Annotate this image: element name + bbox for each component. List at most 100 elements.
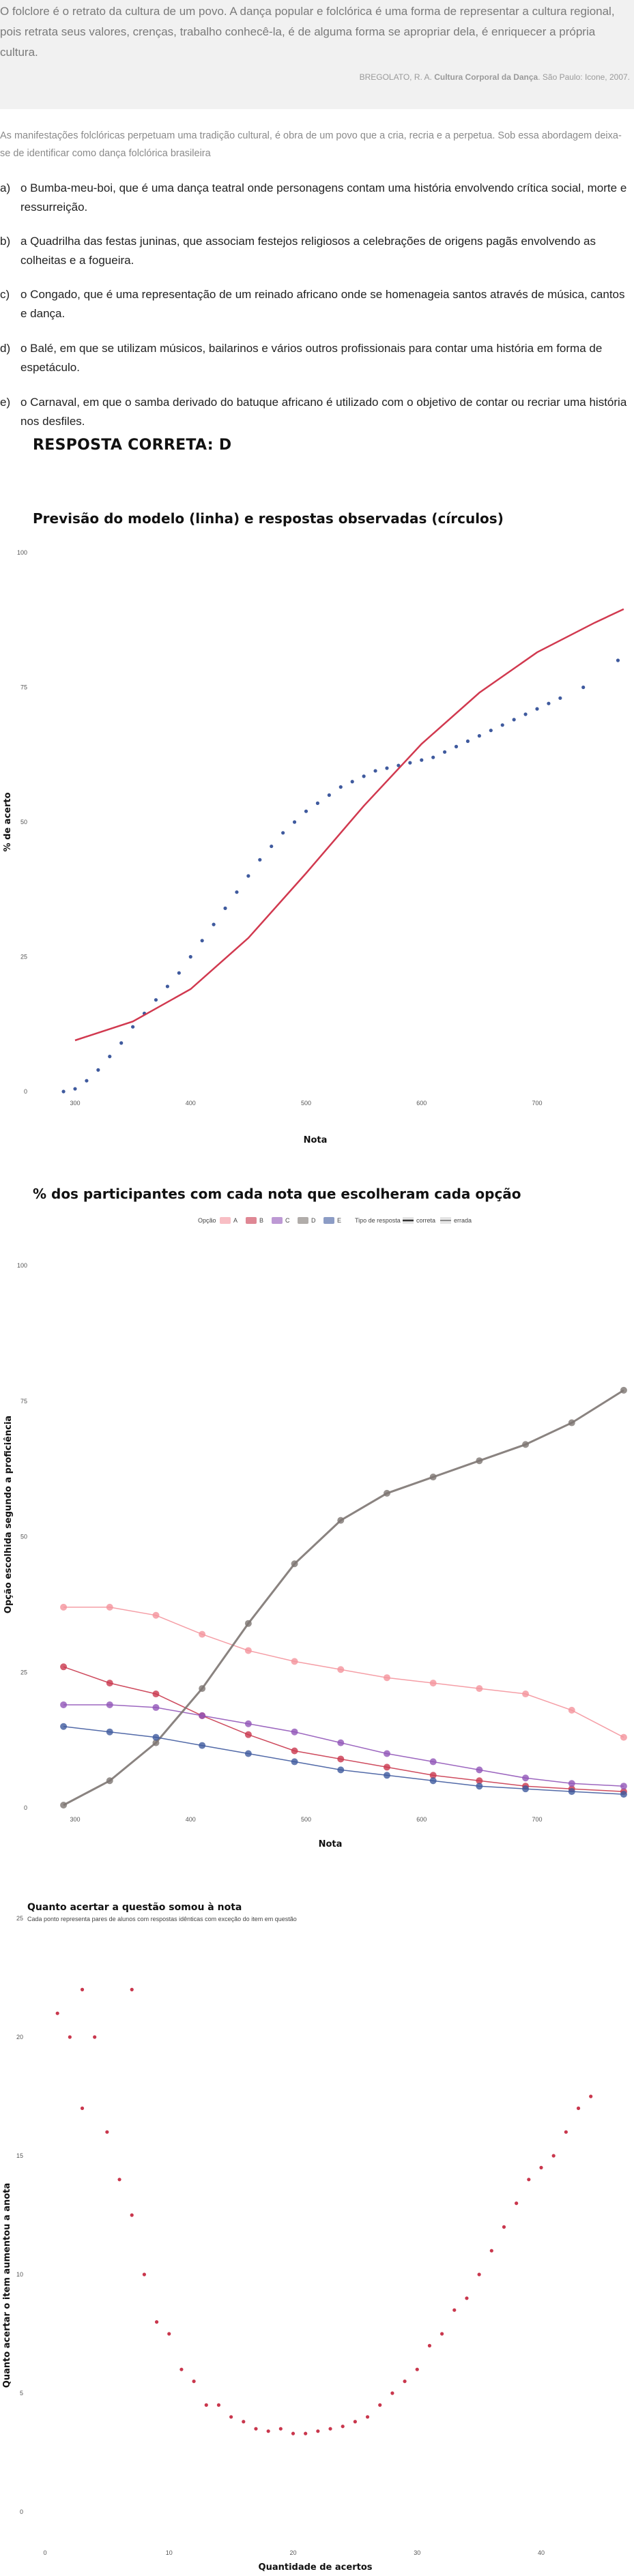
gain-point <box>254 2427 258 2431</box>
y-tick-label: 0 <box>20 2508 23 2515</box>
y-tick-label: 50 <box>20 819 27 825</box>
gain-point <box>80 1987 85 1991</box>
gain-point <box>427 2343 432 2347</box>
legend-swatch-e <box>323 1217 334 1224</box>
series-point-a <box>106 1603 113 1611</box>
gain-point <box>291 2431 296 2435</box>
series-point-c <box>429 1758 437 1766</box>
alternative-letter: d) <box>0 342 11 355</box>
observed-point <box>373 769 377 773</box>
chart2-ylabel: Opção escolhida segundo a proficiência <box>3 1416 14 1613</box>
chart1-title: Previsão do modelo (linha) e respostas o… <box>33 510 504 527</box>
x-tick-label: 300 <box>70 1816 80 1823</box>
observed-point <box>165 984 169 989</box>
series-point-c <box>106 1701 113 1708</box>
series-point-d <box>244 1620 252 1627</box>
legend-label-b: B <box>259 1217 263 1224</box>
series-point-e <box>291 1758 298 1766</box>
series-point-b <box>244 1731 252 1738</box>
gain-point <box>564 2130 568 2134</box>
series-point-e <box>106 1728 113 1736</box>
observed-point <box>408 761 412 765</box>
alternative-text: o Balé, em que se utilizam músicos, bail… <box>20 342 603 374</box>
gain-point <box>551 2154 556 2158</box>
observed-point <box>500 723 504 727</box>
observed-point <box>581 685 586 690</box>
y-tick-label: 75 <box>20 1398 27 1405</box>
y-tick-label: 5 <box>20 2390 23 2397</box>
chart3-svg: 0 5 10 15 20 25 0 10 20 30 40 Quantidade de acert… <box>2 1915 593 2573</box>
series-point-d <box>60 1802 68 1809</box>
gain-point <box>142 2272 146 2277</box>
observed-point <box>338 785 343 789</box>
observed-point <box>558 696 562 700</box>
gain-point <box>465 2296 469 2300</box>
observed-point <box>281 831 285 835</box>
gain-point <box>576 2106 581 2110</box>
series-point-d <box>106 1777 113 1785</box>
observed-point <box>108 1055 112 1059</box>
series-point-a <box>291 1658 298 1665</box>
series-point-d <box>383 1489 390 1497</box>
legend-option-title: Opção <box>198 1217 216 1224</box>
series-line-c <box>63 1704 624 1787</box>
series-point-b <box>152 1690 160 1698</box>
quote-source-suffix: . São Paulo: Icone, 2007. <box>538 72 630 82</box>
y-tick-label: 25 <box>20 1669 27 1675</box>
series-point-e <box>568 1788 575 1796</box>
series-point-e <box>152 1733 160 1741</box>
y-tick-label: 20 <box>16 2034 23 2040</box>
series-point-e <box>476 1783 483 1790</box>
observed-point <box>258 858 262 862</box>
x-tick-label: 400 <box>186 1816 196 1823</box>
gain-point <box>341 2425 345 2429</box>
gain-point <box>477 2272 481 2277</box>
observed-point <box>350 780 354 784</box>
observed-point <box>188 954 192 959</box>
x-tick-label: 600 <box>416 1100 427 1107</box>
correct-answer: RESPOSTA CORRETA: D <box>33 437 232 454</box>
question-intro: As manifestações folclóricas perpetuam u… <box>0 130 622 159</box>
gain-point <box>105 2130 109 2134</box>
series-point-e <box>60 1723 68 1730</box>
observed-point <box>270 844 274 849</box>
series-point-b <box>476 1777 483 1785</box>
y-tick-label: 50 <box>20 1534 27 1540</box>
gain-point <box>154 2320 159 2324</box>
series-point-c <box>476 1766 483 1774</box>
series-point-d <box>291 1560 298 1568</box>
observed-point <box>304 809 308 813</box>
gain-point <box>229 2415 233 2419</box>
x-tick-label: 400 <box>186 1100 196 1107</box>
chart3-title: Quanto acertar a questão somou à nota <box>27 1902 242 1913</box>
gain-point <box>68 2035 72 2039</box>
quote-source: BREGOLATO, R. A. Cultura Corporal da Dan… <box>360 72 630 82</box>
alternative-letter: b) <box>0 235 11 248</box>
alternative-text: o Bumba-meu-boi, que é uma dança teatral… <box>20 181 627 214</box>
observed-point <box>96 1068 100 1072</box>
series-point-a <box>568 1706 575 1714</box>
observed-point <box>61 1089 66 1094</box>
alternative-letter: c) <box>0 288 10 301</box>
series-point-d <box>620 1386 627 1394</box>
x-tick-label: 0 <box>43 2549 46 2556</box>
legend-swatch-d <box>298 1217 308 1224</box>
chart2-xlabel: Nota <box>319 1839 343 1849</box>
x-tick-label: 600 <box>416 1816 427 1823</box>
x-tick-label: 40 <box>538 2549 545 2556</box>
series-point-a <box>429 1680 437 1687</box>
gain-point <box>539 2165 543 2169</box>
gain-point <box>328 2427 332 2431</box>
series-point-a <box>620 1733 627 1741</box>
series-point-b <box>60 1663 68 1671</box>
gain-point <box>242 2420 246 2424</box>
series-point-a <box>337 1666 345 1673</box>
series-point-a <box>244 1647 252 1654</box>
observed-point <box>212 922 216 926</box>
series-point-c <box>383 1750 390 1757</box>
series-point-b <box>383 1763 390 1771</box>
gain-point <box>316 2429 320 2433</box>
series-point-c <box>337 1739 345 1746</box>
gain-point <box>353 2420 357 2424</box>
observed-point <box>489 729 493 733</box>
